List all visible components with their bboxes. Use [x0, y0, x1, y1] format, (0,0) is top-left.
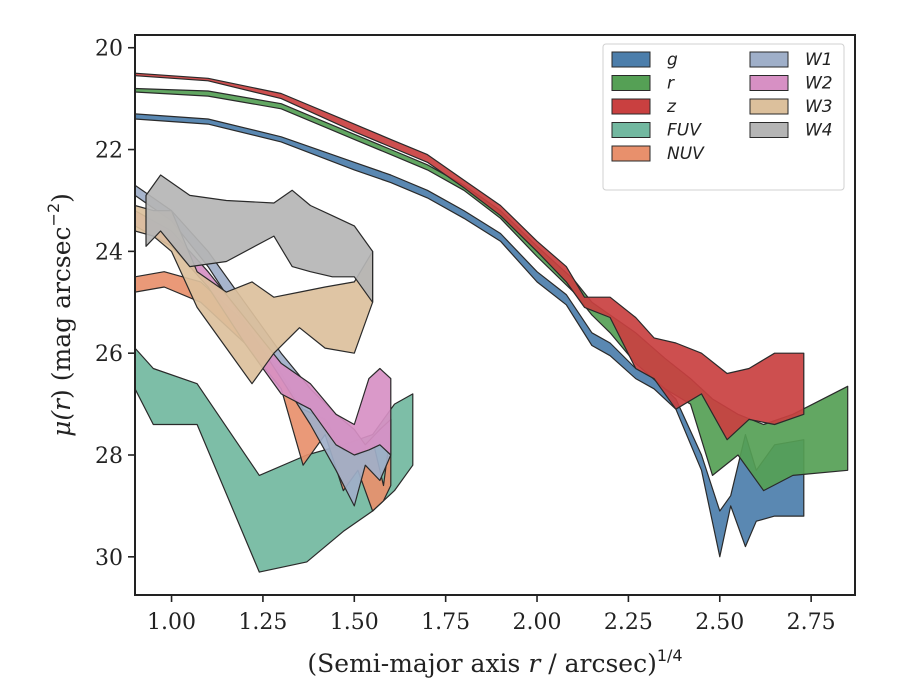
- x-axis: 1.00 1.25 1.50 1.75 2.00 2.25 2.50 2.75: [147, 595, 836, 635]
- legend-label: W3: [805, 97, 833, 117]
- y-tick-label: 26: [95, 342, 123, 367]
- y-tick-label: 24: [95, 240, 123, 265]
- legend-swatch: [611, 98, 651, 115]
- legend-swatch: [749, 51, 789, 68]
- legend-label: FUV: [667, 121, 702, 141]
- legend-entry-w4: W4: [749, 121, 833, 141]
- legend-entry-nuv: NUV: [611, 144, 705, 164]
- x-tick-label: 2.25: [604, 610, 653, 635]
- band-fuv: [134, 347, 414, 573]
- legend-label: g: [667, 50, 678, 70]
- legend-swatch: [611, 122, 651, 138]
- legend-entry-r: r: [611, 74, 675, 94]
- y-tick-label: 22: [95, 139, 123, 164]
- plot-frame: [134, 34, 856, 596]
- legend-entry-w3: W3: [749, 97, 833, 117]
- x-tick-label: 1.00: [147, 610, 196, 635]
- x-tick-label: 1.50: [330, 610, 379, 635]
- legend-label: z: [666, 97, 677, 117]
- legend-entry-w1: W1: [749, 50, 833, 70]
- y-axis-title: μ(r) (mag arcsec−2): [44, 193, 76, 437]
- legend-label: r: [667, 74, 675, 94]
- legend-swatch: [611, 75, 651, 91]
- profile-bands: [134, 72, 849, 573]
- x-tick-label: 2.50: [695, 610, 744, 635]
- x-axis-title: (Semi-major axis r / arcsec)1/4: [307, 646, 682, 678]
- legend: grz FUV NUV W1 W2 W3 W4: [602, 43, 845, 191]
- legend-entry-fuv: FUV: [611, 121, 702, 141]
- legend-swatch: [611, 51, 651, 68]
- legend-swatch: [749, 122, 789, 138]
- legend-swatch: [749, 75, 789, 91]
- x-tick-label: 2.00: [513, 610, 562, 635]
- legend-entry-g: g: [611, 50, 678, 70]
- y-axis: 20 22 24 26 28 30: [95, 37, 135, 571]
- legend-entry-w2: W2: [749, 74, 833, 94]
- band-g: [134, 113, 805, 558]
- y-tick-label: 20: [95, 37, 123, 62]
- legend-entry-z: z: [611, 97, 677, 117]
- legend-swatch: [611, 145, 651, 162]
- band-z: [134, 72, 805, 441]
- legend-label: W4: [805, 121, 833, 141]
- y-tick-label: 28: [95, 444, 123, 469]
- legend-entries: grz FUV NUV W1 W2 W3 W4: [611, 50, 833, 164]
- x-tick-label: 2.75: [787, 610, 836, 635]
- y-tick-label: 30: [95, 546, 123, 571]
- legend-label: NUV: [667, 144, 705, 164]
- legend-label: W1: [805, 50, 833, 70]
- legend-swatch: [749, 98, 789, 115]
- x-tick-label: 1.75: [421, 610, 470, 635]
- band-w4: [145, 174, 374, 303]
- legend-label: W2: [805, 74, 833, 94]
- x-tick-label: 1.25: [238, 610, 287, 635]
